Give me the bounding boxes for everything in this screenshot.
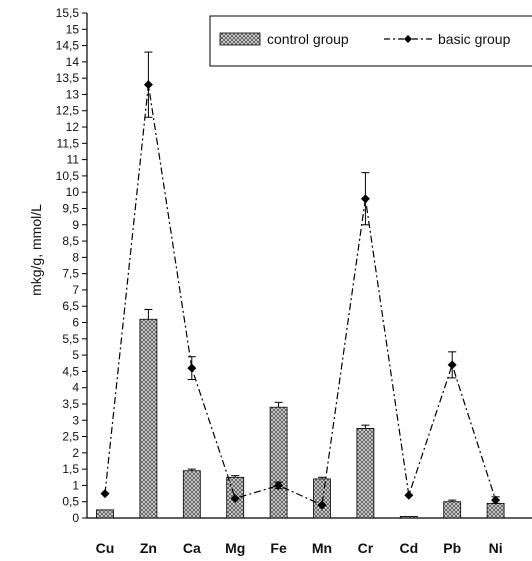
y-tick-label: 4 bbox=[72, 381, 79, 395]
y-tick-label: 2 bbox=[72, 446, 79, 460]
bars bbox=[96, 308, 505, 519]
y-tick-label: 7 bbox=[72, 283, 79, 297]
point-basic bbox=[317, 500, 327, 510]
y-tick-label: 0 bbox=[72, 511, 79, 525]
y-tick-label: 13,5 bbox=[56, 71, 80, 85]
y-tick-label: 10 bbox=[66, 185, 80, 199]
y-tick-label: 14 bbox=[66, 55, 80, 69]
legend-marker-basic bbox=[404, 35, 412, 43]
y-tick-label: 12 bbox=[66, 120, 80, 134]
y-tick-label: 3 bbox=[72, 413, 79, 427]
point-basic bbox=[143, 80, 153, 90]
point-basic bbox=[100, 489, 110, 499]
bar-control bbox=[96, 509, 114, 519]
x-tick-label: Zn bbox=[140, 540, 157, 556]
point-basic bbox=[187, 363, 197, 373]
y-tick-label: 11,5 bbox=[57, 136, 80, 150]
point-basic bbox=[360, 194, 370, 204]
bar-control bbox=[269, 406, 288, 519]
x-tick-label: Ni bbox=[489, 540, 503, 556]
y-tick-label: 12,5 bbox=[56, 104, 80, 118]
y-tick-label: 6 bbox=[72, 316, 79, 330]
bar-control bbox=[139, 318, 158, 519]
point-basic bbox=[404, 490, 414, 500]
point-basic bbox=[230, 493, 240, 503]
y-tick-label: 9,5 bbox=[62, 201, 79, 215]
y-tick-label: 15,5 bbox=[56, 6, 80, 20]
labels: Cu Zn Ca Mg Fe Mn Cr Cd Pb Ni bbox=[96, 540, 503, 556]
y-tick-label: 15 bbox=[66, 22, 80, 36]
y-tick-label: 9 bbox=[72, 218, 79, 232]
y-tick-label: 1,5 bbox=[62, 462, 79, 476]
y-axis-label: mkg/g, mmol/L bbox=[28, 204, 44, 296]
bar-control bbox=[313, 478, 331, 519]
x-tick-label: Cu bbox=[96, 540, 115, 556]
y-tick-label: 1 bbox=[72, 478, 79, 492]
y-tick-label: 0,5 bbox=[62, 495, 79, 509]
y-tick-label: 8 bbox=[72, 250, 79, 264]
y-tick-label: 13 bbox=[66, 87, 80, 101]
legend-swatch-control bbox=[219, 32, 261, 46]
x-tick-label: Cr bbox=[358, 540, 374, 556]
point-basic bbox=[491, 495, 501, 505]
y-tick-label: 14,5 bbox=[56, 39, 80, 53]
y-tick-label: 8,5 bbox=[62, 234, 79, 248]
line-layer bbox=[100, 51, 501, 510]
x-tick-label: Mg bbox=[225, 540, 245, 556]
x-tick-label: Pb bbox=[443, 540, 461, 556]
y-tick-label: 11 bbox=[67, 153, 80, 167]
point-basic bbox=[274, 480, 284, 490]
bar-control bbox=[182, 470, 201, 519]
y-tick-label: 7,5 bbox=[62, 267, 79, 281]
x-tick-label: Mn bbox=[312, 540, 332, 556]
y-tick-label: 5 bbox=[72, 348, 79, 362]
x-tick-label: Fe bbox=[270, 540, 287, 556]
point-basic bbox=[447, 360, 457, 370]
bar-control bbox=[399, 515, 418, 519]
legend-label-basic: basic group bbox=[438, 31, 511, 47]
line-basic bbox=[104, 84, 497, 506]
legend: control group basic group bbox=[209, 15, 532, 67]
axes: 00,511,522,533,544,555,566,577,588,599,5… bbox=[56, 6, 532, 525]
y-tick-label: 4,5 bbox=[62, 364, 79, 378]
y-tick-label: 6,5 bbox=[62, 299, 79, 313]
legend-box bbox=[209, 15, 532, 67]
y-tick-label: 5,5 bbox=[62, 332, 79, 346]
legend-label-control: control group bbox=[267, 31, 349, 47]
y-tick-label: 3,5 bbox=[62, 397, 79, 411]
bar-control bbox=[486, 502, 505, 519]
bar-control bbox=[443, 501, 462, 519]
x-tick-label: Ca bbox=[183, 540, 201, 556]
y-tick-label: 10,5 bbox=[56, 169, 80, 183]
x-tick-label: Cd bbox=[399, 540, 418, 556]
y-tick-label: 2,5 bbox=[62, 430, 79, 444]
bar-control bbox=[356, 428, 375, 519]
